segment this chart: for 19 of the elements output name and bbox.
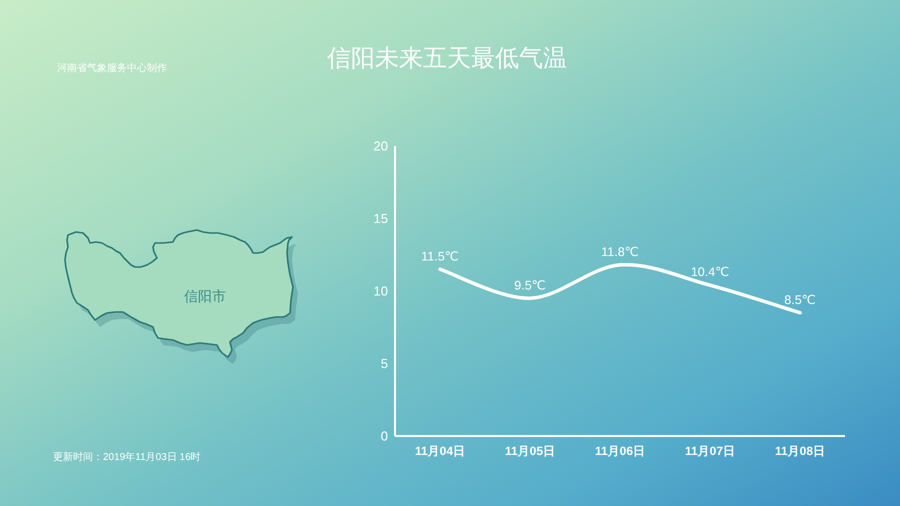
x-tick-label: 11月08日 xyxy=(774,444,826,458)
text: 河南省气象服务中心制作 xyxy=(57,62,167,74)
x-tick-label: 11月06日 xyxy=(594,444,646,458)
y-tick-label: 5 xyxy=(380,356,388,371)
data-label: 9.5℃ xyxy=(514,278,546,292)
data-label: 10.4℃ xyxy=(690,265,730,280)
data-label: 11.8℃ xyxy=(601,244,639,259)
y-tick-label: 20 xyxy=(374,138,388,154)
data-label: 11.5℃ xyxy=(421,249,459,264)
y-tick-label: 10 xyxy=(374,284,388,298)
text: 更新时间：2019年11月03日 16时 xyxy=(53,451,201,463)
data-label: 8.5℃ xyxy=(784,292,816,307)
text: 信阳市 xyxy=(184,288,226,304)
x-tick-label: 11月05日 xyxy=(504,444,556,458)
x-tick-label: 11月04日 xyxy=(414,444,466,458)
y-tick-label: 15 xyxy=(374,211,388,226)
y-tick-label: 0 xyxy=(380,428,388,444)
chart-title: 信阳未来五天最低气温 xyxy=(327,45,567,72)
x-tick-label: 11月07日 xyxy=(684,444,736,458)
